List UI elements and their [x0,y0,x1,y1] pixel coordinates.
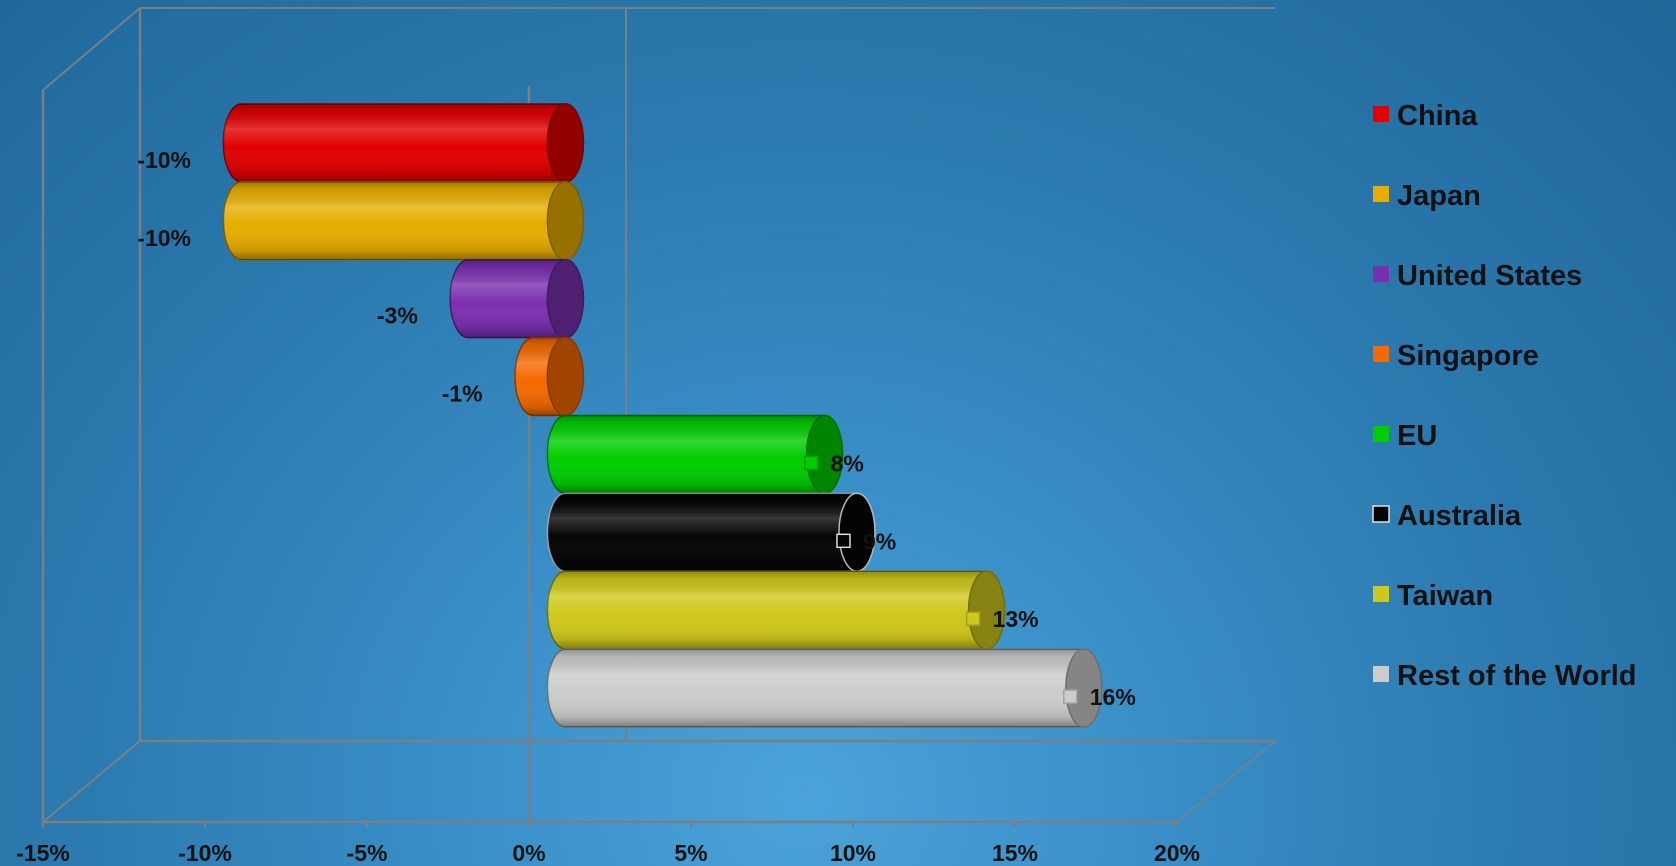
legend-swatch [1373,346,1389,362]
floor-right-edge [1176,740,1276,823]
legend-swatch [1373,426,1389,442]
legend-swatch [1372,505,1390,523]
x-tick-label: -15% [16,840,70,866]
legend-label: China [1397,100,1478,132]
bar-eu [546,414,844,495]
bar-singapore [514,336,585,417]
data-label-china: -10% [137,147,191,173]
legend-item-rest-of-the-world: Rest of the World [1373,660,1637,692]
bar-rest-of-the-world [546,648,1103,728]
x-tick-label: 5% [674,840,707,866]
legend-label: Taiwan [1397,580,1493,612]
legend-swatch [1373,106,1389,122]
x-tick-label: 15% [992,840,1038,866]
bar-series [222,103,1103,728]
data-label-marker-rest-of-the-world [1063,689,1078,704]
bar-australia [546,492,876,572]
side-top-edge [42,7,141,91]
x-tick-label: -5% [347,840,388,866]
x-tick-label: 20% [1154,840,1200,866]
legend-item-united-states: United States [1373,260,1582,292]
bar-united-states [449,259,585,339]
data-label-singapore: -1% [442,381,483,407]
data-labels: -10% -10% -3% -1% 8% 9% 13% 16% [137,147,1136,710]
legend-item-japan: Japan [1373,180,1481,212]
legend-item-china: China [1373,100,1478,132]
legend-swatch [1373,586,1389,602]
legend-label: Japan [1397,180,1481,212]
data-label-japan: -10% [137,225,191,251]
bar-taiwan [546,570,1006,650]
x-tick-label: 10% [830,840,876,866]
bar-china [222,103,585,183]
data-label-marker-taiwan [965,611,981,626]
legend-item-australia: Australia [1372,500,1522,532]
data-label-marker-australia [836,533,851,549]
legend-item-taiwan: Taiwan [1373,580,1493,612]
legend-label: United States [1397,260,1582,292]
chart-axes [41,7,1276,824]
data-label-eu: 8% [831,450,864,476]
legend-label: EU [1397,420,1437,452]
legend-item-singapore: Singapore [1373,340,1539,372]
data-label-australia: 9% [863,528,896,554]
data-label-rest-of-the-world: 16% [1090,684,1136,710]
data-label-united-states: -3% [377,303,418,329]
data-label-taiwan: 13% [993,606,1039,632]
legend-label: Rest of the World [1397,660,1637,692]
x-tick-label: 0% [512,840,545,866]
legend-label: Australia [1397,500,1522,532]
legend-item-eu: EU [1373,420,1437,452]
x-axis-ticks: -15% -10% -5% 0% 5% 10% 15% 20% [16,822,1200,866]
legend-swatch [1373,666,1389,682]
legend: China Japan United States Singapore EU Austra… [1372,100,1637,692]
legend-swatch [1373,186,1389,202]
floor-left-edge [42,740,141,823]
data-label-marker-eu [803,455,819,471]
bar-japan [222,181,585,261]
legend-swatch [1373,266,1389,282]
x-tick-label: -10% [178,840,232,866]
legend-label: Singapore [1397,340,1539,372]
